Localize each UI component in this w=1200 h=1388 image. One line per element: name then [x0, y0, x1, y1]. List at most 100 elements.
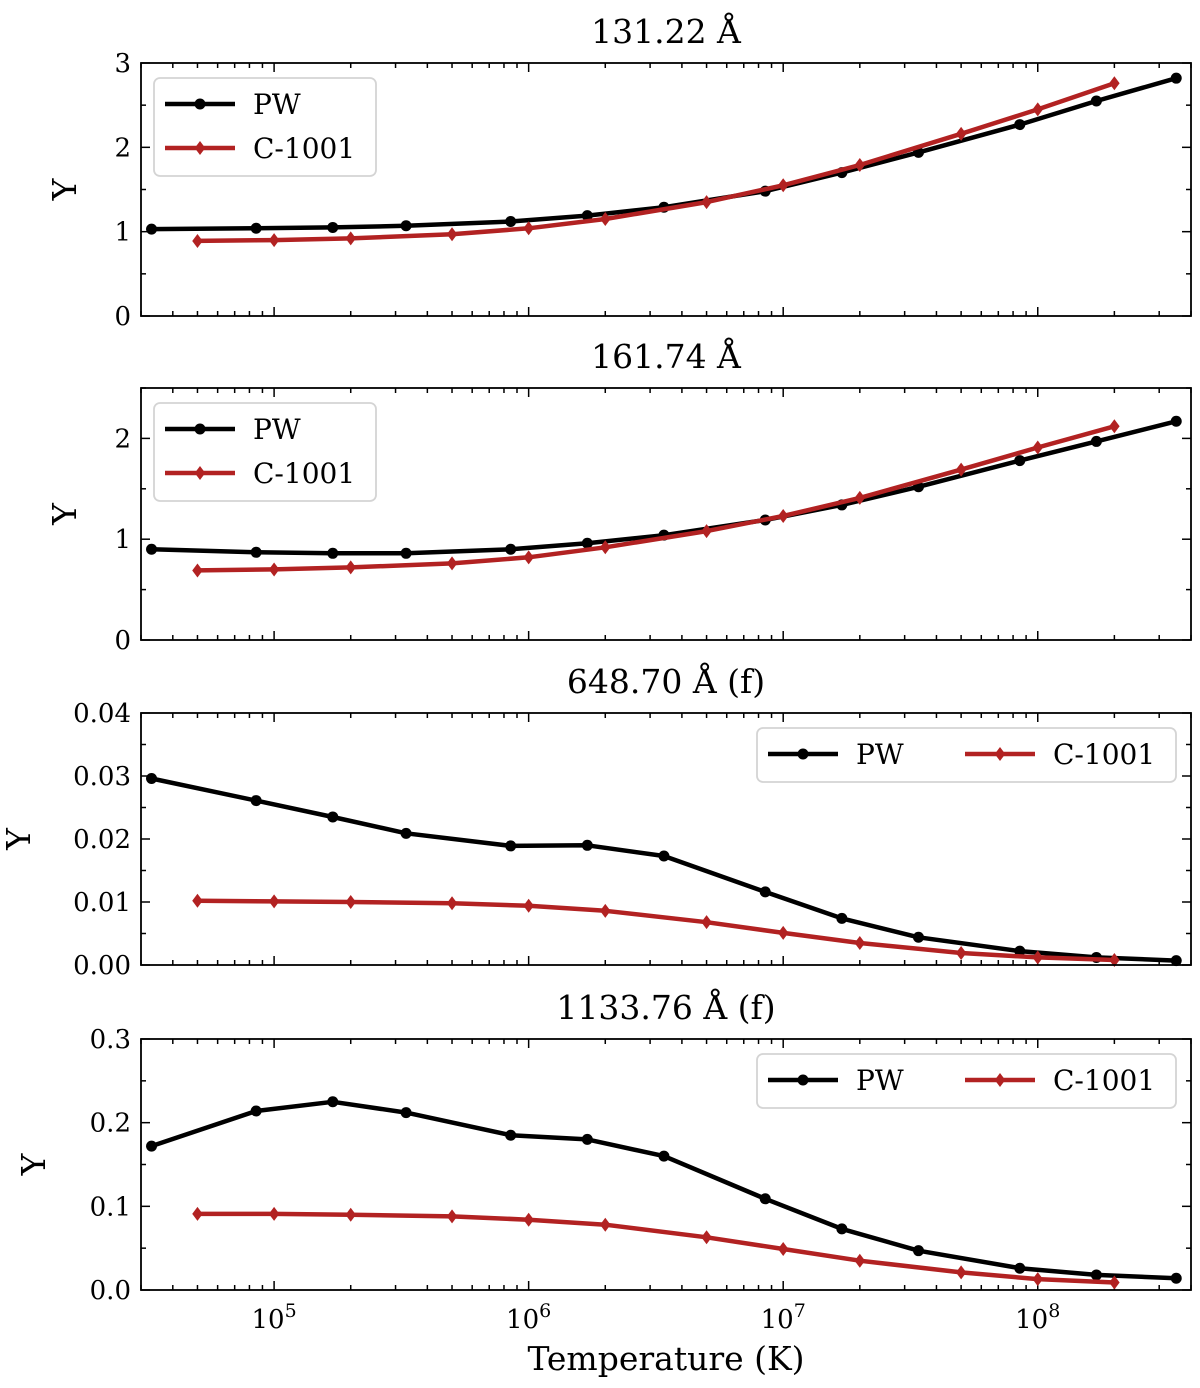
series-line-pw — [150, 1099, 1177, 1281]
x-tick-exponent: 7 — [794, 1300, 806, 1322]
data-point-c-1001 — [1032, 1272, 1043, 1287]
data-point-c-1001 — [701, 524, 712, 539]
series-line-c-1001 — [197, 424, 1115, 573]
data-point-pw — [327, 1096, 339, 1108]
legend: PW C-1001 — [153, 402, 377, 502]
legend-label: C-1001 — [253, 457, 355, 490]
data-point-pw — [1014, 455, 1026, 467]
data-point-c-1001 — [777, 1242, 789, 1257]
x-tick-label: 107 — [761, 1300, 806, 1335]
legend-label: PW — [856, 1064, 904, 1097]
data-point-pw — [1170, 72, 1182, 84]
panel-title: 648.70 Å (f) — [567, 661, 765, 701]
y-axis-label: Y — [14, 1152, 53, 1176]
data-point-pw — [1090, 435, 1102, 447]
data-point-pw — [327, 547, 339, 559]
data-point-pw — [505, 216, 517, 228]
data-point-pw — [250, 1105, 262, 1117]
data-point-c-1001 — [192, 233, 203, 248]
data-point-c-1001 — [446, 896, 458, 911]
plot-frame — [140, 62, 1192, 317]
legend-marker-c-1001 — [194, 466, 206, 480]
legend-label: C-1001 — [253, 132, 355, 165]
data-point-pw — [146, 1140, 158, 1152]
y-tick-label: 0.2 — [90, 1109, 131, 1139]
panel-2: 161.74 Å Y 0 1 2 PW C-1001 — [45, 336, 1192, 656]
legend-marker-pw — [797, 1074, 809, 1086]
data-point-pw — [146, 773, 158, 785]
data-point-pw — [912, 931, 924, 943]
plot-frame — [140, 712, 1192, 966]
data-point-c-1001 — [955, 1265, 967, 1280]
x-tick-base: 10 — [252, 1305, 285, 1335]
data-point-c-1001 — [701, 1230, 712, 1245]
legend-marker-c-1001 — [194, 141, 206, 155]
y-tick-label: 0 — [114, 302, 131, 332]
y-tick-label: 0.3 — [90, 1025, 131, 1055]
y-tick-label: 0.04 — [73, 699, 131, 729]
series-line-c-1001 — [197, 898, 1115, 963]
data-point-c-1001 — [600, 1217, 611, 1232]
data-point-c-1001 — [192, 1206, 203, 1221]
data-point-c-1001 — [777, 925, 789, 940]
data-point-c-1001 — [1109, 1275, 1120, 1290]
data-point-pw — [400, 1107, 412, 1119]
data-point-pw — [1090, 95, 1102, 107]
data-point-pw — [581, 537, 593, 549]
data-point-pw — [327, 811, 339, 823]
data-point-c-1001 — [1109, 952, 1120, 967]
y-axis-label: Y — [45, 502, 84, 526]
data-point-c-1001 — [854, 935, 866, 950]
data-point-pw — [1170, 415, 1182, 427]
data-point-pw — [505, 543, 517, 555]
data-point-c-1001 — [192, 893, 203, 908]
data-point-pw — [658, 1150, 670, 1162]
data-point-c-1001 — [1032, 102, 1043, 117]
x-tick-base: 10 — [761, 1305, 794, 1335]
y-tick-label: 0.00 — [73, 951, 131, 981]
data-point-pw — [505, 840, 517, 852]
data-point-c-1001 — [777, 178, 789, 193]
legend-label: C-1001 — [1053, 738, 1155, 771]
panel-title: 161.74 Å — [591, 336, 742, 376]
data-point-c-1001 — [701, 195, 712, 210]
data-point-c-1001 — [701, 915, 712, 930]
data-point-c-1001 — [345, 895, 356, 909]
data-point-pw — [327, 221, 339, 233]
data-point-c-1001 — [600, 212, 611, 227]
data-point-c-1001 — [446, 1209, 458, 1224]
panel-title: 1133.76 Å (f) — [556, 987, 775, 1027]
data-point-pw — [250, 546, 262, 558]
legend-marker-c-1001 — [994, 1073, 1006, 1087]
x-tick-label: 105 — [252, 1300, 297, 1335]
data-point-c-1001 — [854, 1253, 866, 1268]
data-point-c-1001 — [600, 903, 611, 918]
data-point-c-1001 — [345, 560, 356, 575]
x-tick-exponent: 5 — [285, 1300, 297, 1322]
legend-label: PW — [253, 88, 301, 121]
data-point-c-1001 — [268, 562, 280, 577]
legend-marker-pw — [194, 423, 206, 435]
data-point-pw — [581, 1133, 593, 1145]
series-line-c-1001 — [197, 1211, 1115, 1285]
data-point-pw — [1170, 955, 1182, 967]
data-point-pw — [250, 222, 262, 234]
legend: PW C-1001 — [756, 727, 1177, 783]
legend-label: C-1001 — [1053, 1064, 1155, 1097]
y-tick-label: 2 — [114, 133, 131, 163]
y-tick-label: 1 — [114, 218, 131, 248]
data-point-pw — [1014, 119, 1026, 131]
legend: PW C-1001 — [756, 1053, 1177, 1109]
legend-marker-pw — [194, 98, 206, 110]
data-point-pw — [658, 850, 670, 862]
y-tick-label: 2 — [114, 424, 131, 454]
panel-1: 131.22 Å Y 0 1 2 3 PW C-1001 — [45, 11, 1192, 332]
data-point-c-1001 — [523, 550, 534, 565]
x-tick-exponent: 8 — [1048, 1300, 1060, 1322]
data-point-c-1001 — [268, 1206, 280, 1221]
data-point-c-1001 — [1032, 440, 1043, 455]
series-line-c-1001 — [197, 81, 1116, 244]
data-point-c-1001 — [523, 221, 534, 236]
